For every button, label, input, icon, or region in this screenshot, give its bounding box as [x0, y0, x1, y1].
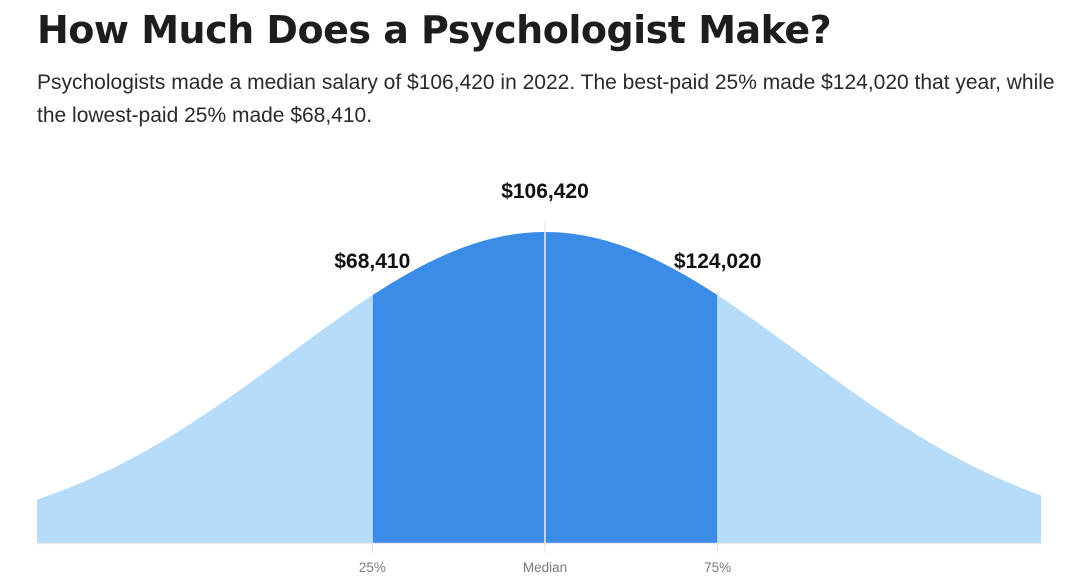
marker-lines [371, 222, 719, 553]
upper-tail-area [717, 295, 1041, 543]
tick-labels: 25% Median 75% [359, 560, 731, 575]
value-label-p75: $124,020 [674, 250, 762, 273]
tick-label-p75: 75% [704, 560, 731, 575]
distribution-areas [37, 232, 1041, 543]
tick-label-median: Median [523, 560, 567, 575]
page-subtitle: Psychologists made a median salary of $1… [37, 71, 1055, 127]
value-label-median: $106,420 [501, 180, 589, 203]
page-title: How Much Does a Psychologist Make? [37, 8, 832, 52]
value-labels: $68,410 $106,420 $124,020 [334, 180, 761, 273]
value-label-p25: $68,410 [334, 250, 410, 273]
tick-label-p25: 25% [359, 560, 386, 575]
lower-tail-area [37, 295, 373, 543]
